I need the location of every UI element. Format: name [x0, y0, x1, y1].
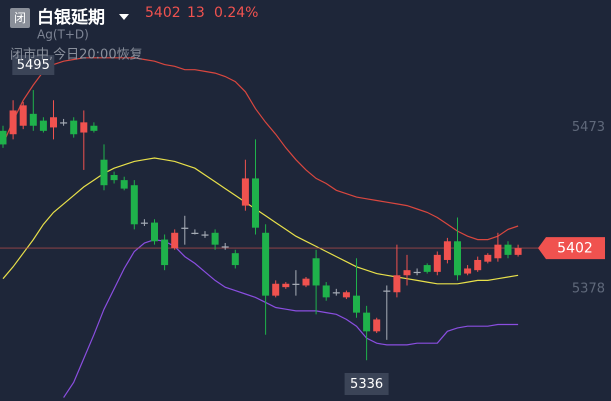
candle-body	[0, 130, 7, 145]
candle-body	[433, 254, 441, 272]
candle-body	[474, 259, 482, 271]
y-tick-label: 5473	[572, 120, 605, 135]
candle-body	[60, 122, 68, 124]
candle-body	[443, 241, 451, 260]
candle-body	[363, 312, 371, 332]
candle-body	[29, 113, 37, 126]
candle-body	[140, 222, 148, 224]
last-price-label: 5402	[557, 241, 593, 257]
instrument-name[interactable]: 白银延期	[37, 7, 105, 28]
candle-body	[171, 232, 179, 249]
candle-body	[211, 232, 219, 245]
candle-body	[191, 232, 199, 234]
candle-body	[464, 268, 472, 274]
candle-body	[393, 275, 401, 293]
candle-body	[221, 246, 229, 248]
low-label: 5336	[350, 377, 383, 392]
last-price-tag	[538, 237, 605, 260]
candle-body	[413, 271, 421, 274]
high-label-box	[12, 55, 55, 75]
candle-body	[262, 232, 270, 296]
candle-body	[292, 283, 300, 285]
candle-body	[332, 292, 340, 294]
candle-body	[454, 241, 461, 276]
candle-body	[39, 120, 47, 131]
price-change-pct: 0.24%	[214, 5, 258, 21]
candle-body	[312, 258, 320, 286]
candle-body	[181, 227, 189, 229]
candle-body	[302, 278, 310, 286]
candle-body	[120, 180, 128, 189]
candle-body	[231, 253, 239, 266]
band-line	[2, 157, 519, 285]
badge-text: 闭	[14, 11, 26, 25]
y-tick-label: 5378	[572, 281, 605, 296]
price-change: 13	[187, 5, 205, 21]
candle-body	[50, 117, 57, 128]
candle-body	[130, 185, 138, 225]
candle-body	[151, 222, 158, 242]
candle-body	[353, 295, 360, 313]
candle-body	[110, 175, 118, 181]
market-status: 闭市中,今日20:00恢复	[10, 47, 143, 63]
band-line	[2, 57, 519, 241]
candle-body	[100, 159, 108, 186]
candle-body	[241, 178, 249, 206]
candle-body	[90, 125, 98, 131]
candle-body	[504, 244, 512, 255]
candle-body	[282, 283, 290, 288]
candle-body	[161, 239, 169, 266]
candle-body	[201, 234, 209, 236]
candle-body	[423, 265, 431, 272]
last-price: 5402	[145, 5, 181, 21]
candle-body	[70, 120, 78, 135]
candle-body	[322, 285, 330, 298]
band-line	[63, 238, 519, 398]
candle-body	[80, 122, 88, 133]
dropdown-arrow[interactable]	[119, 14, 129, 20]
candle-body	[9, 110, 17, 135]
candle-body	[403, 270, 411, 276]
high-label: 5495	[17, 58, 50, 73]
status-badge	[10, 8, 30, 28]
candle-body	[252, 178, 259, 228]
instrument-code: Ag(T+D)	[37, 28, 89, 42]
candle-body	[272, 283, 280, 296]
candle-body	[383, 290, 391, 292]
candle-body	[342, 292, 350, 298]
candle-body	[373, 319, 381, 332]
candle-body	[484, 254, 492, 262]
candle-body	[494, 244, 502, 259]
low-label-box	[344, 373, 389, 395]
plot: 5473 5378 5495 5336 5402	[0, 55, 605, 398]
candle-body	[19, 105, 27, 126]
candle-body	[514, 248, 522, 255]
